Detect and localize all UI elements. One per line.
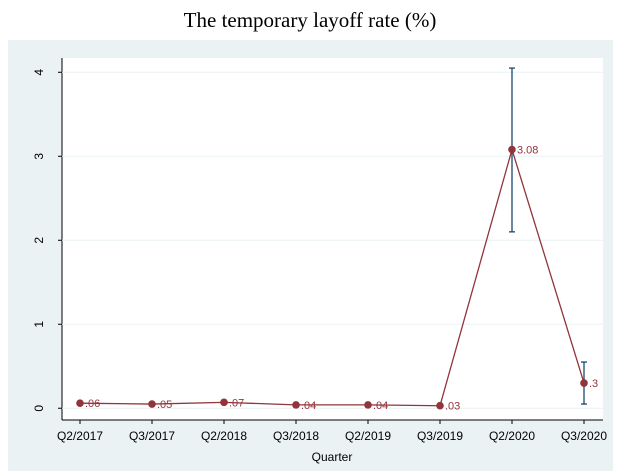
value-label: .03 [445,401,460,413]
x-tick-label: Q2/2019 [345,429,391,443]
x-tick-label: Q3/2019 [417,429,463,443]
x-tick-label: Q3/2020 [561,429,607,443]
value-label: .3 [589,378,598,390]
data-point [148,400,156,408]
value-label: .04 [301,400,316,412]
y-tick-label: 2 [32,237,46,244]
data-point [220,398,228,407]
value-label: .06 [85,398,100,410]
data-point [508,145,516,154]
x-tick-label: Q3/2018 [273,429,319,443]
y-tick-label: 0 [32,405,46,412]
data-point [76,399,84,408]
plot-area [62,58,603,420]
x-axis-label: Quarter [312,450,353,464]
data-point [292,401,300,409]
value-label: .05 [157,399,172,411]
y-tick-label: 1 [32,321,46,328]
chart-title: The temporary layoff rate (%) [184,8,437,32]
x-tick-label: Q2/2020 [489,429,535,443]
data-point [580,379,588,387]
value-label: .04 [373,400,388,412]
data-point [364,401,372,409]
value-label: 3.08 [517,144,538,156]
y-tick-label: 4 [32,69,46,76]
data-line [79,147,585,407]
value-label: .07 [229,397,244,409]
y-tick-label: 3 [32,153,46,160]
data-point [436,401,444,410]
x-tick-label: Q2/2018 [201,429,247,443]
x-tick-label: Q2/2017 [57,429,103,443]
x-tick-label: Q3/2017 [129,429,175,443]
